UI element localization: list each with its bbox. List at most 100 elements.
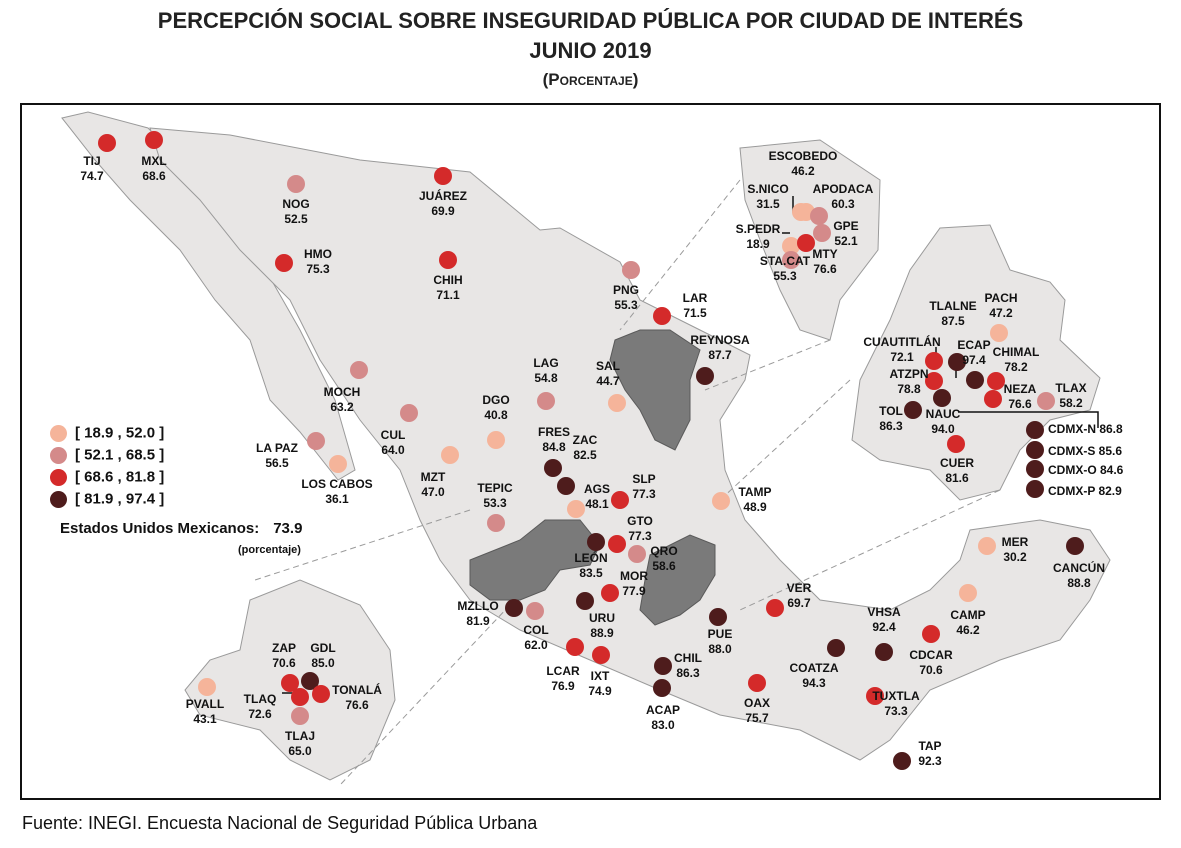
city-value-gdl: 85.0 xyxy=(311,656,335,670)
city-value-chil: 86.3 xyxy=(676,666,700,680)
city-marker-cuautitlan xyxy=(925,352,943,370)
inset-connector-vm-2 xyxy=(739,489,1001,611)
city-marker-cdmx-n xyxy=(1026,421,1044,439)
nuevo-leon-highlight xyxy=(609,329,701,451)
inset-connector-vm-1 xyxy=(719,379,851,501)
city-marker-chih xyxy=(439,251,457,269)
inset-connector-mty-1 xyxy=(619,179,741,331)
city-marker-la-paz xyxy=(307,432,325,450)
city-name-mxl: MXL xyxy=(141,154,166,168)
city-name-ver: VER xyxy=(787,581,812,595)
city-name-s-pedr: S.PEDR xyxy=(736,222,781,236)
city-name-los-cabos: LOS CABOS xyxy=(301,477,372,491)
city-marker-apodaca xyxy=(810,207,828,225)
national-unit: (porcentaje) xyxy=(238,544,301,556)
city-marker-leon xyxy=(587,533,605,551)
city-value-zac: 82.5 xyxy=(573,448,597,462)
city-value-cuer: 81.6 xyxy=(945,471,969,485)
legend-label-0: [ 18.9 , 52.0 ] xyxy=(75,424,165,442)
city-value-tij: 74.7 xyxy=(80,169,104,183)
city-name-chih: CHIH xyxy=(433,273,462,287)
city-value-mer: 30.2 xyxy=(1003,550,1027,564)
city-marker-tij xyxy=(98,134,116,152)
city-value-ver: 69.7 xyxy=(787,596,811,610)
city-marker-cancun xyxy=(1066,537,1084,555)
city-name-zap: ZAP xyxy=(272,641,296,655)
city-name-cdmx-s: CDMX-S 85.6 xyxy=(1048,444,1122,458)
city-name-cdmx-p: CDMX-P 82.9 xyxy=(1048,484,1122,498)
legend-label-3: [ 81.9 , 97.4 ] xyxy=(75,490,165,508)
city-name-escobedo: ESCOBEDO xyxy=(769,149,838,163)
city-value-nog: 52.5 xyxy=(284,212,308,226)
city-value-tamp: 48.9 xyxy=(743,500,767,514)
map-frame xyxy=(20,103,1161,800)
city-marker-camp xyxy=(959,584,977,602)
city-name-lar: LAR xyxy=(683,291,708,305)
city-marker-pue xyxy=(709,608,727,626)
city-name-tol: TOL xyxy=(879,404,903,418)
city-marker-gdl xyxy=(301,672,319,690)
city-marker-mxl xyxy=(145,131,163,149)
city-marker-ixt xyxy=(592,646,610,664)
legend-swatch-1 xyxy=(50,446,67,464)
city-marker-tepic xyxy=(487,514,505,532)
city-value-tlaq: 72.6 xyxy=(248,707,272,721)
city-value-los-cabos: 36.1 xyxy=(325,492,349,506)
city-name-tepic: TEPIC xyxy=(477,481,513,495)
city-marker-fres xyxy=(544,459,562,477)
city-value-sta-cat: 55.3 xyxy=(773,269,797,283)
inset-connector-mty-2 xyxy=(704,339,831,391)
city-value-pach: 47.2 xyxy=(989,306,1013,320)
city-value-dgo: 40.8 xyxy=(484,408,508,422)
city-marker-cdcar xyxy=(922,625,940,643)
city-value-tonala: 76.6 xyxy=(345,698,369,712)
city-name-mzt: MZT xyxy=(421,470,446,484)
city-name-tamp: TAMP xyxy=(738,485,771,499)
city-marker-cuer xyxy=(947,435,965,453)
city-marker-coatza xyxy=(827,639,845,657)
city-name-cul: CUL xyxy=(381,428,406,442)
city-name-acap: ACAP xyxy=(646,703,680,717)
source-note: Fuente: INEGI. Encuesta Nacional de Segu… xyxy=(22,813,538,833)
city-marker-cdmx-s xyxy=(1026,441,1044,459)
city-name-tij: TIJ xyxy=(83,154,100,168)
city-name-reynosa: REYNOSA xyxy=(690,333,750,347)
city-marker-sta-cat xyxy=(782,251,800,269)
city-marker-mor xyxy=(601,584,619,602)
city-value-ags: 48.1 xyxy=(585,497,609,511)
map-title: PERCEPCIÓN SOCIAL SOBRE INSEGURIDAD PÚBL… xyxy=(157,8,1024,33)
city-name-slp: SLP xyxy=(632,472,655,486)
city-name-pue: PUE xyxy=(708,627,733,641)
city-marker-cdmx-p xyxy=(1026,480,1044,498)
city-name-moch: MOCH xyxy=(324,385,361,399)
city-marker-tol xyxy=(904,401,922,419)
city-marker-vhsa xyxy=(875,643,893,661)
city-name-cdmx-o: CDMX-O 84.6 xyxy=(1048,463,1124,477)
city-name-nog: NOG xyxy=(282,197,309,211)
legend-swatch-0 xyxy=(50,424,67,442)
city-name-cdmx-n: CDMX-N 86.8 xyxy=(1048,422,1123,436)
city-name-camp: CAMP xyxy=(950,608,985,622)
city-marker-tlaj xyxy=(291,707,309,725)
city-name-ags: AGS xyxy=(584,482,610,496)
city-marker-qro xyxy=(628,545,646,563)
city-value-ecap: 97.4 xyxy=(962,353,986,367)
city-marker-pach xyxy=(990,324,1008,342)
city-marker-tlalne xyxy=(948,353,966,371)
city-marker-atzpn xyxy=(925,372,943,390)
city-marker-nauc xyxy=(933,389,951,407)
city-value-cdcar: 70.6 xyxy=(919,663,943,677)
city-name-pvall: PVALL xyxy=(186,697,224,711)
city-value-neza: 76.6 xyxy=(1008,397,1032,411)
legend-row-3: [ 81.9 , 97.4 ] xyxy=(50,490,164,508)
city-marker-chimal xyxy=(987,372,1005,390)
city-value-gto: 77.3 xyxy=(628,529,652,543)
city-marker-tap xyxy=(893,752,911,770)
city-value-tlax: 58.2 xyxy=(1059,396,1083,410)
city-name-tonala: TONALÁ xyxy=(332,682,382,697)
city-value-s-nico: 31.5 xyxy=(756,197,780,211)
city-name-gto: GTO xyxy=(627,514,653,528)
city-marker-tuxtla xyxy=(866,687,884,705)
city-value-mor: 77.9 xyxy=(622,584,646,598)
city-name-tlax: TLAX xyxy=(1055,381,1086,395)
